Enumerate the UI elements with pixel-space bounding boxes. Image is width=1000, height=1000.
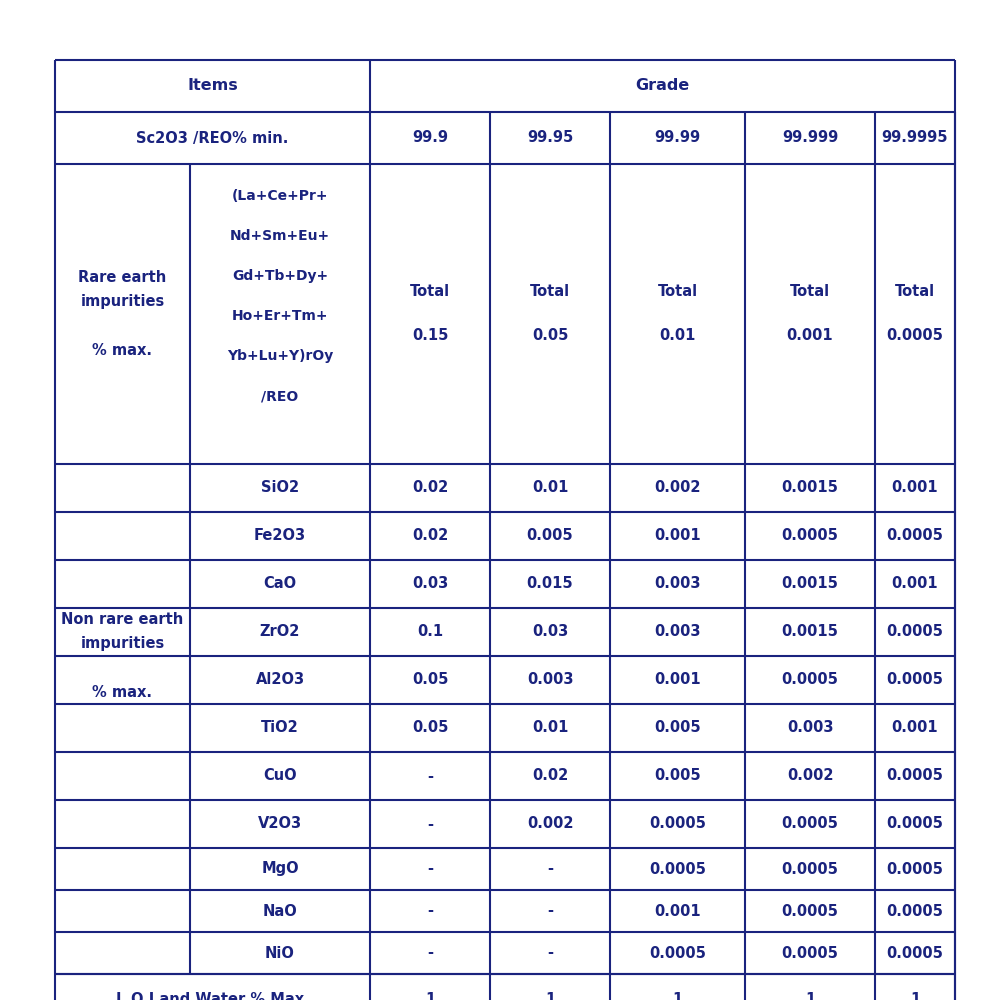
Text: Total: Total <box>530 284 570 300</box>
Text: 0.0005: 0.0005 <box>782 946 838 960</box>
Text: 0.0005: 0.0005 <box>782 904 838 918</box>
Text: TiO2: TiO2 <box>261 720 299 736</box>
Text: 0.02: 0.02 <box>412 481 448 495</box>
Text: 0.0005: 0.0005 <box>887 672 943 688</box>
Text: 0.001: 0.001 <box>654 528 701 544</box>
Text: V2O3: V2O3 <box>258 816 302 832</box>
Text: 0.05: 0.05 <box>412 672 448 688</box>
Text: 0.03: 0.03 <box>532 624 568 640</box>
Text: 0.01: 0.01 <box>532 481 568 495</box>
Text: 0.005: 0.005 <box>654 720 701 736</box>
Text: 0.0005: 0.0005 <box>887 861 943 876</box>
Text: -: - <box>427 768 433 784</box>
Text: -: - <box>547 904 553 918</box>
Text: 0.0005: 0.0005 <box>649 946 706 960</box>
Text: Nd+Sm+Eu+: Nd+Sm+Eu+ <box>230 229 330 243</box>
Text: 0.05: 0.05 <box>532 328 568 344</box>
Text: 0.001: 0.001 <box>892 720 938 736</box>
Text: CaO: CaO <box>263 576 297 591</box>
Text: 0.0005: 0.0005 <box>782 528 838 544</box>
Text: NaO: NaO <box>263 904 297 918</box>
Text: NiO: NiO <box>265 946 295 960</box>
Text: 0.003: 0.003 <box>527 672 573 688</box>
Text: Rare earth
impurities

% max.: Rare earth impurities % max. <box>78 270 167 358</box>
Text: 1: 1 <box>910 992 920 1000</box>
Text: -: - <box>427 816 433 832</box>
Text: -: - <box>427 861 433 876</box>
Text: 0.001: 0.001 <box>654 672 701 688</box>
Text: Yb+Lu+Y)rOy: Yb+Lu+Y)rOy <box>227 349 333 363</box>
Text: 0.0005: 0.0005 <box>782 861 838 876</box>
Text: -: - <box>427 904 433 918</box>
Text: Total: Total <box>657 284 698 300</box>
Text: 0.05: 0.05 <box>412 720 448 736</box>
Text: /REO: /REO <box>261 389 299 403</box>
Text: 0.003: 0.003 <box>654 624 701 640</box>
Text: Items: Items <box>187 79 238 94</box>
Text: 1: 1 <box>805 992 815 1000</box>
Text: Non rare earth
impurities

% max.: Non rare earth impurities % max. <box>61 612 184 700</box>
Text: 0.002: 0.002 <box>654 481 701 495</box>
Text: Al2O3: Al2O3 <box>255 672 305 688</box>
Text: 99.999: 99.999 <box>782 130 838 145</box>
Text: 0.0005: 0.0005 <box>887 624 943 640</box>
Text: 0.0005: 0.0005 <box>887 328 943 344</box>
Text: 99.9995: 99.9995 <box>882 130 948 145</box>
Text: 0.0005: 0.0005 <box>887 528 943 544</box>
Text: -: - <box>547 861 553 876</box>
Text: 0.005: 0.005 <box>654 768 701 784</box>
Text: 0.002: 0.002 <box>527 816 573 832</box>
Text: -: - <box>547 946 553 960</box>
Text: 0.0005: 0.0005 <box>887 904 943 918</box>
Text: 1: 1 <box>545 992 555 1000</box>
Text: 0.1: 0.1 <box>417 624 443 640</box>
Text: MgO: MgO <box>261 861 299 876</box>
Text: 0.15: 0.15 <box>412 328 448 344</box>
Text: 0.0005: 0.0005 <box>782 816 838 832</box>
Text: 0.003: 0.003 <box>654 576 701 591</box>
Text: 0.03: 0.03 <box>412 576 448 591</box>
Text: CuO: CuO <box>263 768 297 784</box>
Text: 0.0005: 0.0005 <box>887 816 943 832</box>
Text: 1: 1 <box>672 992 683 1000</box>
Text: 99.9: 99.9 <box>412 130 448 145</box>
Text: 0.01: 0.01 <box>659 328 696 344</box>
Text: L.O.I and Water % Max.: L.O.I and Water % Max. <box>116 992 309 1000</box>
Text: Grade: Grade <box>635 79 690 94</box>
Text: 0.003: 0.003 <box>787 720 833 736</box>
Text: Total: Total <box>790 284 830 300</box>
Text: Total: Total <box>895 284 935 300</box>
Text: 0.005: 0.005 <box>527 528 573 544</box>
Text: 0.01: 0.01 <box>532 720 568 736</box>
Text: Gd+Tb+Dy+: Gd+Tb+Dy+ <box>232 269 328 283</box>
Text: 0.02: 0.02 <box>412 528 448 544</box>
Text: 99.95: 99.95 <box>527 130 573 145</box>
Text: Fe2O3: Fe2O3 <box>254 528 306 544</box>
Text: 0.002: 0.002 <box>787 768 833 784</box>
Text: ZrO2: ZrO2 <box>260 624 300 640</box>
Text: -: - <box>427 946 433 960</box>
Text: 0.001: 0.001 <box>654 904 701 918</box>
Text: 0.0015: 0.0015 <box>782 624 838 640</box>
Text: SiO2: SiO2 <box>261 481 299 495</box>
Text: 0.001: 0.001 <box>892 576 938 591</box>
Text: 0.001: 0.001 <box>787 328 833 344</box>
Text: 0.015: 0.015 <box>527 576 573 591</box>
Text: 0.001: 0.001 <box>892 481 938 495</box>
Text: Ho+Er+Tm+: Ho+Er+Tm+ <box>232 309 328 323</box>
Text: Sc2O3 /REO% min.: Sc2O3 /REO% min. <box>136 130 289 145</box>
Text: 0.0005: 0.0005 <box>887 768 943 784</box>
Text: 0.0005: 0.0005 <box>649 816 706 832</box>
Text: 1: 1 <box>425 992 435 1000</box>
Text: (La+Ce+Pr+: (La+Ce+Pr+ <box>232 189 328 203</box>
Text: 0.02: 0.02 <box>532 768 568 784</box>
Text: Total: Total <box>410 284 450 300</box>
Text: 0.0015: 0.0015 <box>782 481 838 495</box>
Text: 0.0005: 0.0005 <box>782 672 838 688</box>
Text: 0.0005: 0.0005 <box>649 861 706 876</box>
Text: 99.99: 99.99 <box>654 130 701 145</box>
Text: 0.0015: 0.0015 <box>782 576 838 591</box>
Text: 0.0005: 0.0005 <box>887 946 943 960</box>
